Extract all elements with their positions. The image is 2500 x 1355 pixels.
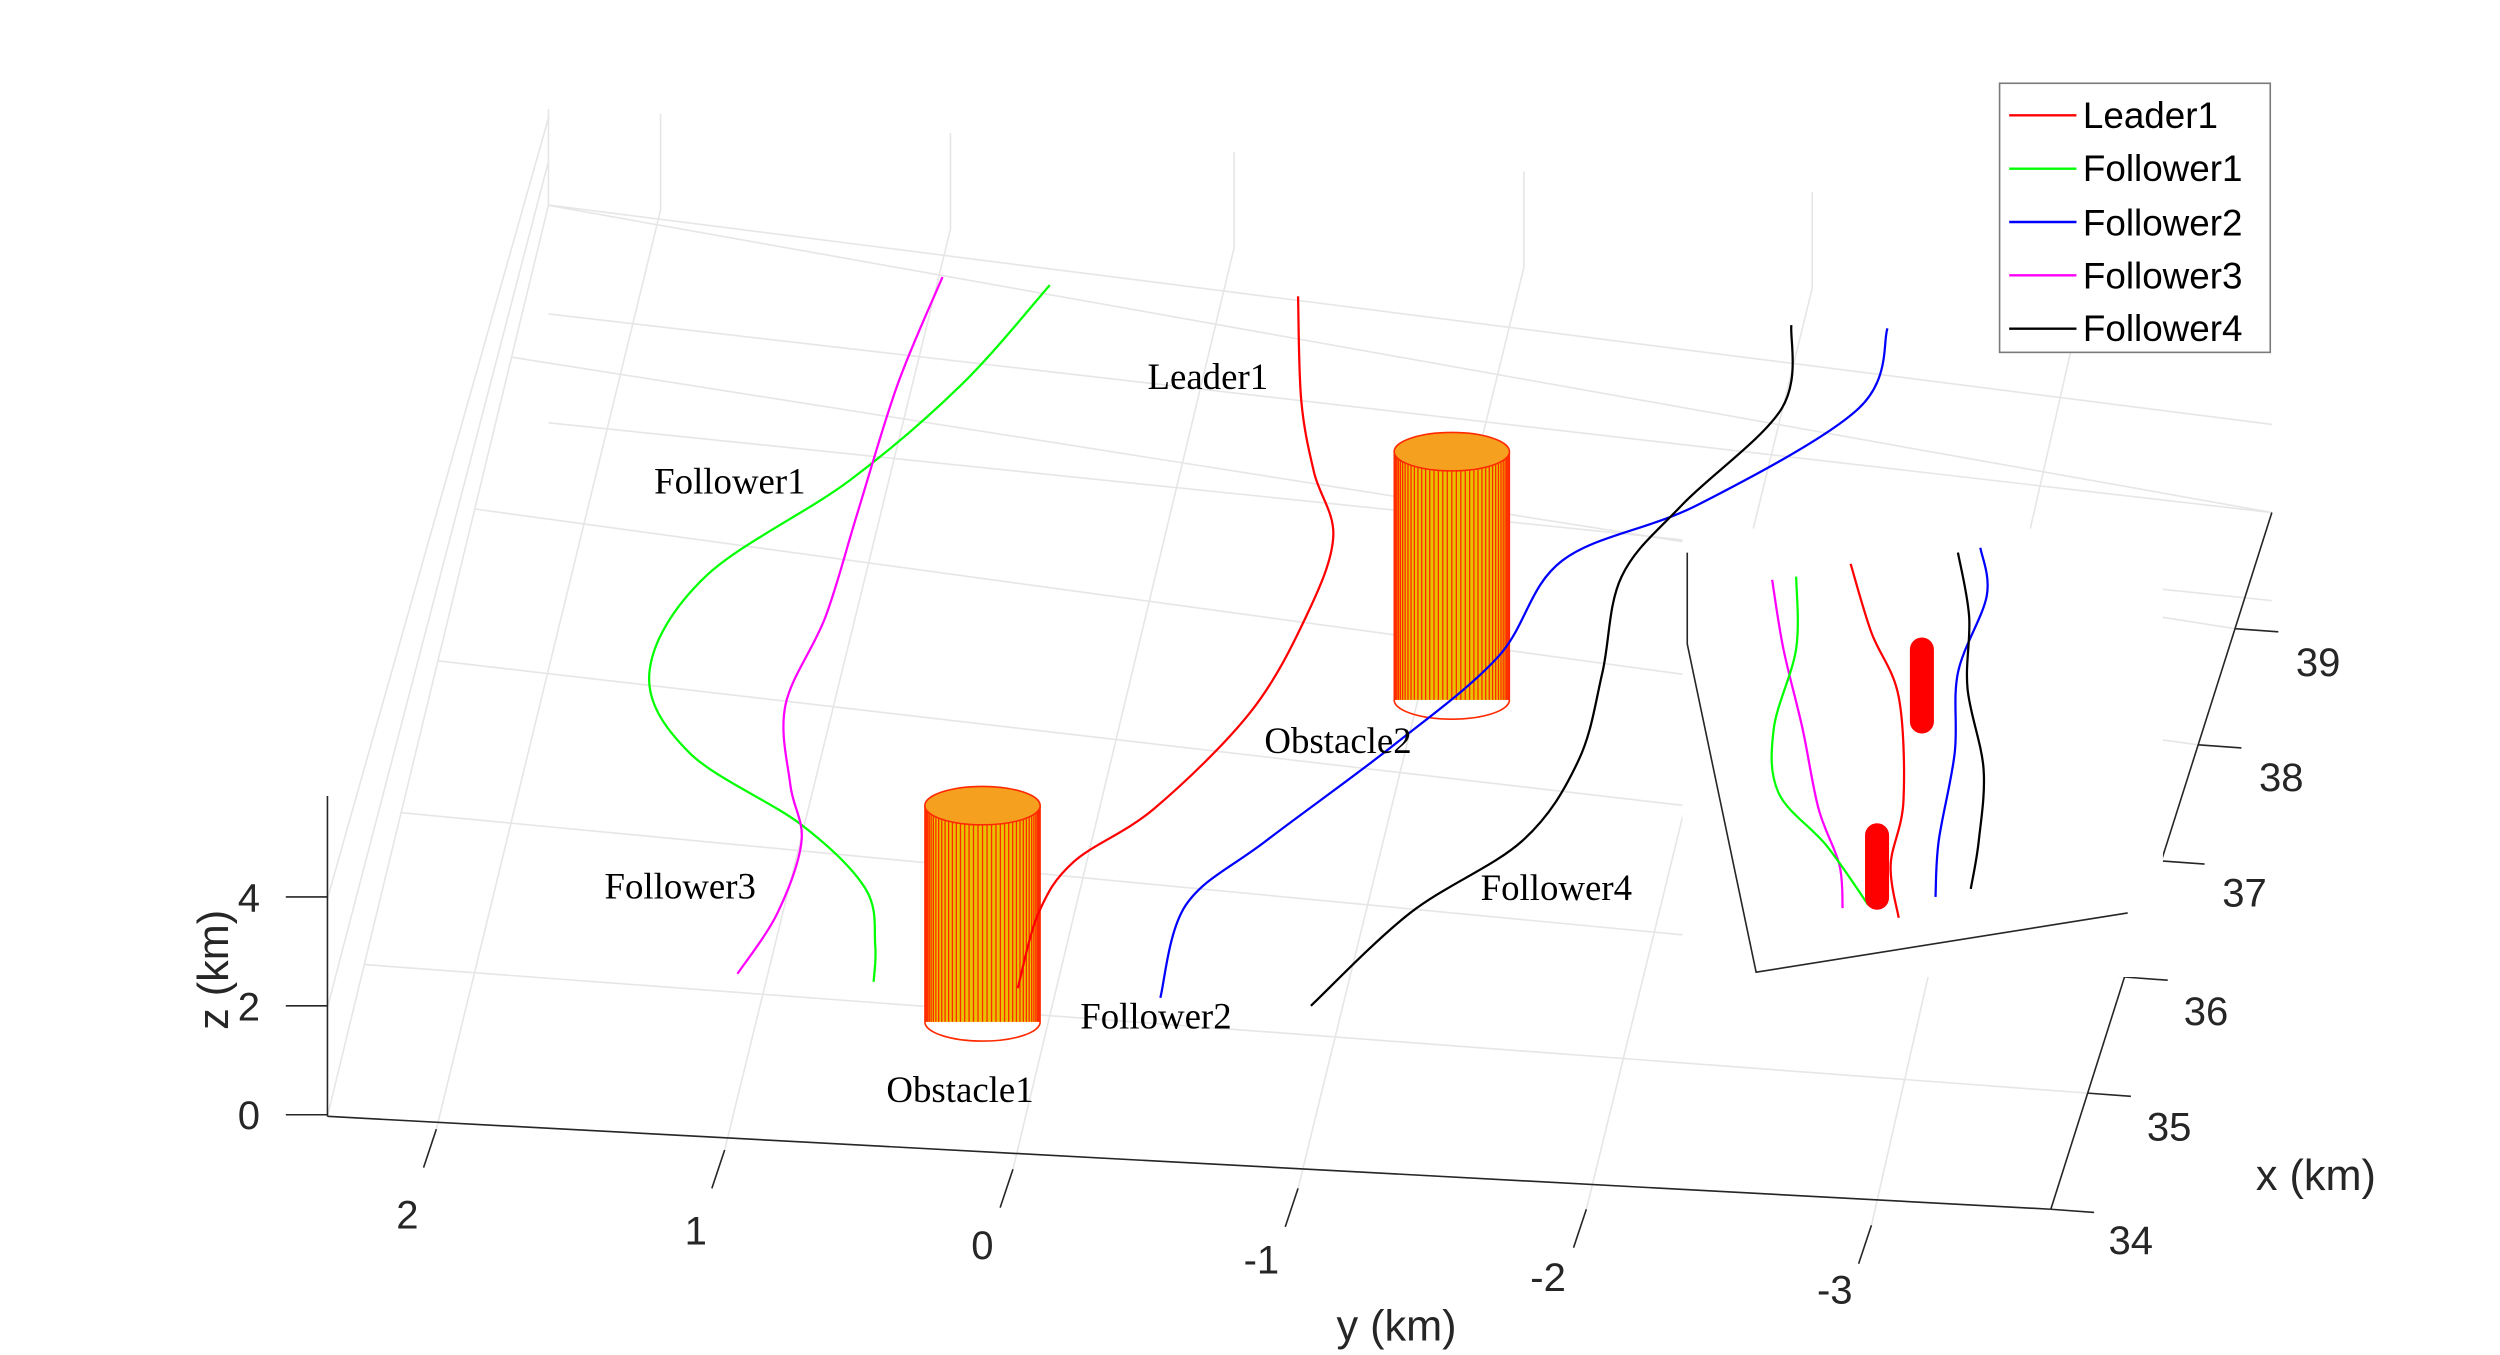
inset-trajectory-follower2 <box>1934 547 1989 897</box>
y-tick <box>1284 1188 1299 1228</box>
x-tick <box>2161 860 2205 865</box>
x-tick <box>2124 976 2168 982</box>
x-tick-label: 38 <box>2259 756 2304 800</box>
y-axis-line <box>327 1115 2051 1211</box>
legend-label: Follower3 <box>2083 255 2243 296</box>
x-axis-label: x (km) <box>2256 1152 2376 1200</box>
trajectory-follower3 <box>736 276 944 975</box>
y-tick <box>422 1128 438 1168</box>
inset-trajectory-follower3 <box>1771 579 1844 909</box>
x-tick <box>2050 1208 2095 1214</box>
x-grid-line <box>364 963 2088 1094</box>
trajectory-follower4 <box>1310 325 1794 1007</box>
annotation-follower3: Follower3 <box>605 866 756 907</box>
legend-label: Follower1 <box>2083 148 2243 189</box>
y-tick-label: -2 <box>1530 1256 1566 1300</box>
trajectories <box>648 276 1889 1007</box>
legend: Leader1 Follower1 Follower2 Follower3 Fo… <box>1998 82 2272 354</box>
y-axis-label: y (km) <box>1336 1303 1456 1351</box>
annotation-obstacle1: Obstacle1 <box>886 1069 1033 1110</box>
inset-obstacle2 <box>1909 637 1934 734</box>
z-tick-label: 4 <box>238 876 260 920</box>
x-tick <box>2234 627 2279 633</box>
legend-label: Leader1 <box>2083 95 2218 136</box>
y-grid-line <box>723 228 952 1151</box>
x-tick-label: 39 <box>2296 641 2341 685</box>
annotation-follower2: Follower2 <box>1080 995 1231 1036</box>
y-tick-label: 0 <box>971 1224 993 1268</box>
z-grid-line <box>326 161 550 1008</box>
z-grid-line <box>326 117 550 899</box>
legend-label: Follower2 <box>2083 202 2243 243</box>
z-grid-line <box>326 204 550 1117</box>
annotation-follower1: Follower1 <box>654 460 805 501</box>
y-tick <box>999 1168 1014 1208</box>
legend-box <box>1998 82 2272 354</box>
y-tick <box>711 1149 726 1189</box>
inset-obstacle1 <box>1865 823 1890 910</box>
obstacle1 <box>924 785 1041 1042</box>
trajectory-follower1 <box>648 284 1051 982</box>
z-tick-label: 0 <box>238 1094 260 1138</box>
x-tick-label: 35 <box>2147 1105 2192 1149</box>
annotation-follower4: Follower4 <box>1481 867 1632 908</box>
x-tick <box>2198 743 2242 749</box>
y-grid-line <box>435 209 662 1130</box>
cylinder-bottom <box>924 1021 1041 1042</box>
back-grid-line <box>548 313 2272 514</box>
cylinder-bottom <box>1393 699 1511 720</box>
y-tick-label: 2 <box>396 1193 418 1237</box>
annotation-leader1: Leader1 <box>1147 356 1268 397</box>
inset-background <box>1682 528 2163 978</box>
inset-trajectory-follower4 <box>1956 552 1986 890</box>
z-tick-label: 2 <box>238 985 260 1029</box>
y-tick-label: -3 <box>1817 1269 1853 1313</box>
x-tick-label: 36 <box>2184 990 2229 1034</box>
obstacle2 <box>1393 431 1511 720</box>
inset-frame <box>1686 552 2128 974</box>
cylinder-top <box>924 785 1041 826</box>
x-tick <box>2087 1092 2131 1098</box>
y-tick-label: 1 <box>685 1209 707 1253</box>
inset-top-view <box>1682 528 2163 978</box>
back-grid-line <box>548 204 2272 426</box>
y-tick <box>1572 1208 1588 1248</box>
obstacles <box>924 431 1511 1042</box>
y-grid-line <box>1012 248 1235 1170</box>
trajectory-leader1 <box>1016 296 1335 989</box>
z-axis-label: z (km) <box>190 910 238 1030</box>
trajectory-follower2 <box>1159 327 1889 999</box>
inset-trajectory-follower1 <box>1770 576 1870 906</box>
x-grid-line <box>548 204 2272 514</box>
y-grid-line <box>1297 267 1525 1189</box>
y-tick-label: -1 <box>1244 1238 1280 1282</box>
inset-trajectory-leader1 <box>1849 563 1906 918</box>
y-tick <box>1857 1225 1873 1264</box>
x-tick-label: 37 <box>2222 872 2267 916</box>
legend-label: Follower4 <box>2083 308 2243 349</box>
annotation-obstacle2: Obstacle2 <box>1264 720 1411 761</box>
x-tick-label: 34 <box>2108 1219 2153 1263</box>
cylinder-top <box>1393 431 1511 472</box>
